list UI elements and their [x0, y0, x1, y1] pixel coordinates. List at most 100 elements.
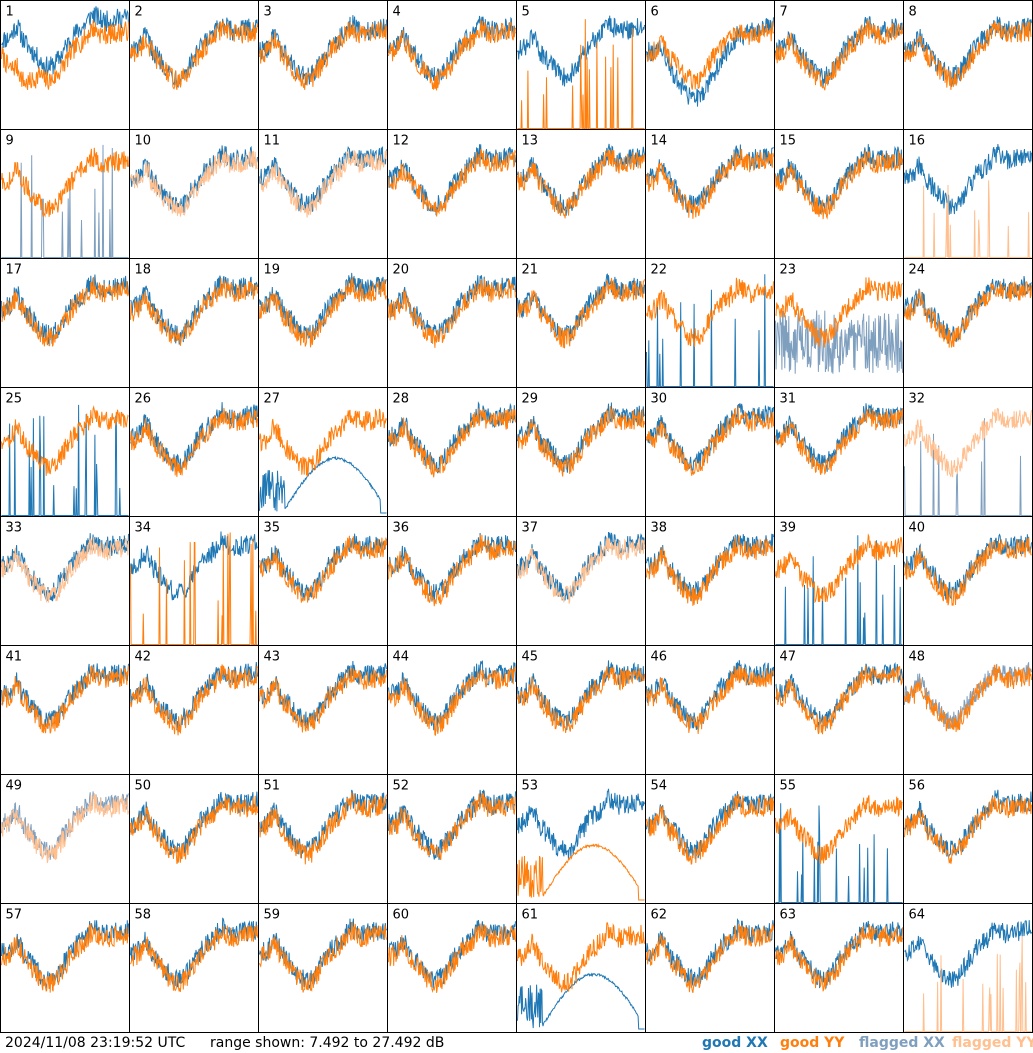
- panel-24: 24: [903, 258, 1033, 388]
- panel-46: 46: [645, 645, 775, 775]
- panel-frame: [903, 516, 1033, 646]
- panel-label: 51: [264, 779, 281, 794]
- panel-label: 37: [522, 521, 539, 536]
- panel-51: 51: [258, 774, 388, 904]
- panel-label: 47: [780, 650, 797, 665]
- series-xx-line: [1, 791, 129, 860]
- panel-frame: [0, 258, 130, 388]
- panel-frame: [258, 387, 388, 517]
- series-yy-line: [130, 148, 258, 217]
- series-yy-line: [130, 925, 258, 992]
- series-yy-line: [904, 180, 1032, 258]
- panel-28: 28: [387, 387, 517, 517]
- series-yy-line: [646, 277, 774, 347]
- series-xx-line: [388, 660, 516, 732]
- panel-58: 58: [129, 903, 259, 1033]
- panel-label: 64: [909, 908, 926, 923]
- panel-19: 19: [258, 258, 388, 388]
- panel-12: 12: [387, 129, 517, 259]
- series-yy-line: [1, 20, 129, 90]
- panel-60: 60: [387, 903, 517, 1033]
- series-yy-line: [517, 19, 645, 129]
- series-yy-line: [517, 277, 645, 349]
- panel-label: 52: [393, 779, 410, 794]
- series-yy-line: [517, 405, 645, 477]
- series-xx-line: [259, 272, 387, 343]
- panel-26: 26: [129, 387, 259, 517]
- series-yy-line: [646, 923, 774, 993]
- series-yy-line: [517, 149, 645, 219]
- panel-35: 35: [258, 516, 388, 646]
- panel-7: 7: [774, 0, 904, 130]
- panel-label: 56: [909, 779, 926, 794]
- series-yy-line: [259, 276, 387, 348]
- series-xx-line: [130, 917, 258, 989]
- series-yy-line: [1, 276, 129, 347]
- series-yy-line: [1, 923, 129, 993]
- panel-25: 25: [0, 387, 130, 517]
- panel-label: 25: [6, 392, 23, 407]
- series-yy-line: [388, 923, 516, 993]
- series-yy-line: [517, 922, 645, 993]
- panel-frame: [645, 258, 775, 388]
- panel-label: 29: [522, 392, 539, 407]
- panel-53: 53: [516, 774, 646, 904]
- panel-frame: [129, 0, 259, 130]
- legend-good-yy: good YY: [780, 1035, 845, 1051]
- panel-3: 3: [258, 0, 388, 130]
- series-yy-line: [775, 19, 903, 91]
- panel-frame: [774, 387, 904, 517]
- panel-label: 40: [909, 521, 926, 536]
- series-yy-line: [1, 793, 129, 864]
- legend-flagged-xx: flagged XX: [859, 1035, 945, 1051]
- panel-52: 52: [387, 774, 517, 904]
- series-yy-line: [904, 407, 1032, 478]
- series-yy-line: [130, 20, 258, 90]
- panel-label: 13: [522, 134, 539, 149]
- panel-label: 19: [264, 263, 281, 278]
- series-yy-line: [775, 795, 903, 864]
- panel-label: 12: [393, 134, 410, 149]
- series-yy-line: [904, 537, 1032, 606]
- series-yy-line: [130, 278, 258, 346]
- panel-frame: [258, 516, 388, 646]
- panel-50: 50: [129, 774, 259, 904]
- panel-frame: [516, 129, 646, 259]
- series-yy-line: [259, 792, 387, 865]
- panel-63: 63: [774, 903, 904, 1033]
- panel-38: 38: [645, 516, 775, 646]
- series-yy-line: [904, 21, 1032, 90]
- panel-label: 27: [264, 392, 281, 407]
- panel-5: 5: [516, 0, 646, 130]
- panel-label: 31: [780, 392, 797, 407]
- series-yy-line: [904, 936, 1032, 1032]
- series-yy-line: [388, 19, 516, 91]
- panel-18: 18: [129, 258, 259, 388]
- panel-10: 10: [129, 129, 259, 259]
- panel-62: 62: [645, 903, 775, 1033]
- series-xx-line: [259, 455, 387, 514]
- panel-54: 54: [645, 774, 775, 904]
- panel-21: 21: [516, 258, 646, 388]
- panel-57: 57: [0, 903, 130, 1033]
- panel-label: 18: [135, 263, 152, 278]
- panel-16: 16: [903, 129, 1033, 259]
- series-yy-line: [646, 535, 774, 606]
- panel-label: 1: [6, 5, 14, 20]
- panel-label: 14: [651, 134, 668, 149]
- panel-2: 2: [129, 0, 259, 130]
- panel-label: 50: [135, 779, 152, 794]
- series-yy-line: [259, 667, 387, 733]
- panel-label: 32: [909, 392, 926, 407]
- series-xx-line: [517, 972, 645, 1030]
- panel-frame: [258, 774, 388, 904]
- panel-label: 46: [651, 650, 668, 665]
- panel-4: 4: [387, 0, 517, 130]
- panel-label: 3: [264, 5, 272, 20]
- panel-30: 30: [645, 387, 775, 517]
- series-yy-line: [904, 281, 1032, 348]
- series-yy-line: [517, 666, 645, 733]
- panel-label: 48: [909, 650, 926, 665]
- panel-label: 38: [651, 521, 668, 536]
- series-yy-line: [1, 147, 129, 218]
